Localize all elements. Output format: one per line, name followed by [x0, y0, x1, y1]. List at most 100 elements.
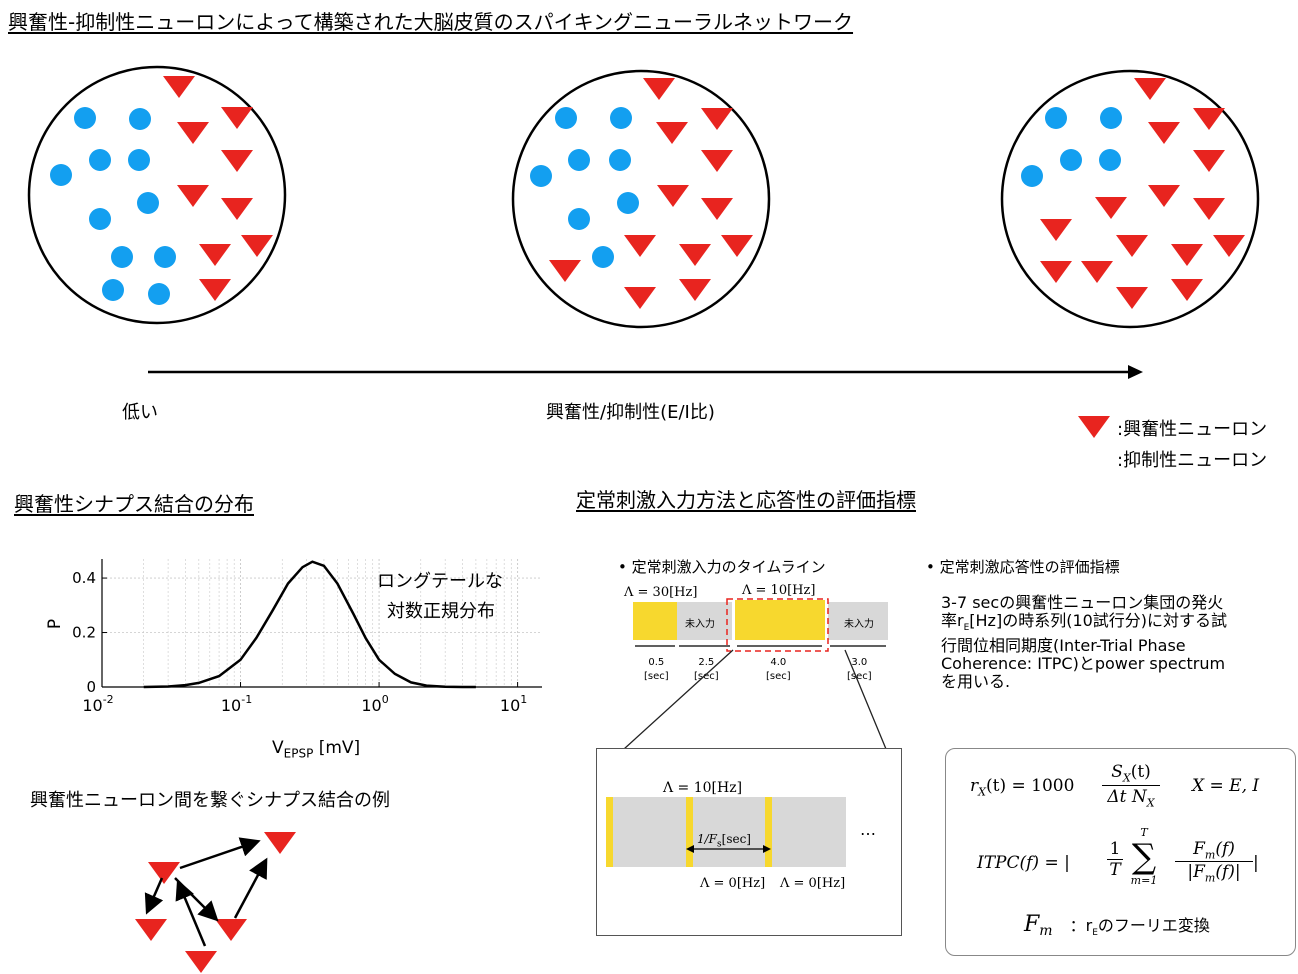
no-input-label-2: 未入力	[844, 619, 874, 630]
no-input-label-1: 未入力	[685, 619, 715, 630]
stim-10hz-block	[735, 600, 825, 640]
eval-bullet: • 定常刺激応答性の評価指標	[926, 558, 1120, 576]
duration-3-unit: [sec]	[766, 671, 791, 682]
zoom-interval-label: 1/Fs[sec]	[697, 832, 751, 849]
zoom-ellipsis: …	[860, 820, 876, 839]
x-tick-label: 101	[500, 693, 527, 715]
eval-rate-symbol: 率r	[941, 611, 964, 630]
eq1-num: S	[1111, 762, 1123, 782]
timeline-bullet: • 定常刺激入力のタイムライン	[618, 558, 826, 576]
chart-annotation-line1: ロングテールな	[377, 571, 503, 592]
eval-line-5: を用いる.	[941, 672, 1011, 692]
chart-annotation-line2: 対数正規分布	[387, 601, 495, 622]
eq2-den: |F	[1187, 862, 1205, 883]
duration-4-value: 3.0	[851, 657, 868, 668]
synapse-example-graph	[135, 832, 296, 973]
eq-fm-definition: Fm ：rEのフーリエ変換	[1024, 912, 1210, 939]
synapse-example-label: 興奮性ニューロン間を繋ぐシナプス結合の例	[30, 790, 390, 811]
duration-2-value: 2.5	[698, 657, 715, 668]
eq2-lhs: ITPC(f) = |	[977, 853, 1070, 873]
duration-1-unit: [sec]	[644, 671, 669, 682]
legend-excitatory-label: :興奮性ニューロン	[1117, 419, 1268, 440]
spike-2	[686, 797, 693, 867]
ei-ratio-arrow	[148, 365, 1143, 379]
eq1-den-sub: X	[1146, 796, 1155, 810]
eq2-num: F	[1193, 839, 1205, 859]
zoom-interval-unit: [sec]	[721, 832, 751, 846]
eval-line-4: Coherence: ITPC)とpower spectrum	[941, 654, 1226, 674]
eq2-den-sub: m	[1204, 871, 1216, 885]
legend-inhibitory-label: :抑制性ニューロン	[1117, 450, 1268, 471]
inhibitory-neurons	[50, 107, 176, 305]
spike-1	[606, 797, 613, 867]
lognormal-chart: 10-2 10-1 100 101 0 0.2 0.4	[72, 559, 542, 715]
x-tick-label: 10-1	[221, 693, 252, 715]
eq2-frac-den: T	[1109, 860, 1121, 880]
duration-1-value: 0.5	[648, 657, 665, 668]
fm-desc-pre: ：r	[1069, 916, 1093, 935]
chart-xlabel: VEPSP [mV]	[272, 738, 360, 760]
y-tick-label: 0.4	[72, 569, 96, 587]
eq2-sum-sym: ∑	[1131, 837, 1157, 877]
timeline-bar	[633, 598, 888, 652]
eq2-sum-top: T	[1140, 826, 1148, 839]
eq2-num-sub: m	[1204, 848, 1216, 862]
network-circle-mid	[511, 69, 771, 329]
eval-text: 3-7 secの興奮性ニューロン集団の発火 率rE[Hz]の時系列(10試行分)…	[941, 594, 1227, 691]
chart-xlabel-unit: [mV]	[313, 738, 361, 758]
no-input-block-1	[677, 602, 732, 640]
network-diagram	[27, 65, 1260, 438]
stim-30hz-block	[633, 602, 677, 640]
x-tick-label: 100	[361, 693, 388, 715]
eq1-den: Δt N	[1107, 787, 1147, 808]
synapse-heading: 興奮性シナプス結合の分布	[14, 492, 254, 516]
axis-low-label: 低い	[122, 402, 158, 423]
chart-y-ticks: 0 0.2 0.4	[72, 569, 107, 696]
duration-3-value: 4.0	[770, 657, 787, 668]
eval-line-3: 行間位相同期度(Inter-Trial Phase	[941, 636, 1186, 656]
zoom-dash-box	[726, 598, 829, 652]
eq1-num-sub: X	[1122, 771, 1131, 785]
eq1-lhs-sub: X	[978, 785, 986, 799]
eq2-end: |	[1253, 853, 1259, 873]
chart-xlabel-sub: EPSP	[283, 746, 314, 761]
chart-x-ticks: 10-2 10-1 100 101	[82, 682, 527, 715]
zoom-lambda0-b: Λ = 0[Hz]	[780, 876, 846, 891]
zoom-lambda10: Λ = 10[Hz]	[663, 780, 743, 796]
page-title: 興奮性-抑制性ニューロンによって構築された大脳皮質のスパイキングニューラルネット…	[8, 10, 854, 34]
y-tick-label: 0	[86, 678, 96, 696]
zoom-lines	[623, 649, 887, 750]
network-circle-low	[27, 65, 287, 325]
fm-sub: m	[1039, 923, 1053, 940]
zoom-interval-main: 1/F	[697, 832, 718, 846]
timeline-lambda30: Λ = 30[Hz]	[624, 585, 698, 600]
eq1-lhs: r	[970, 776, 979, 796]
duration-4: 3.0 [sec]	[847, 656, 872, 684]
network-circle-high	[1000, 69, 1260, 329]
eval-line-2: 率rE[Hz]の時系列(10試行分)に対する試	[941, 612, 1227, 637]
excitatory-neurons	[163, 76, 273, 301]
y-tick-label: 0.2	[72, 624, 96, 642]
eq-itpc: ITPC(f) = | 1 T T ∑ m=1 Fm(f) |Fm(f)| |	[977, 827, 1277, 903]
eq1-cond: X = E, I	[1192, 776, 1260, 796]
no-input-block-2	[828, 602, 888, 640]
eval-line-2-rest: [Hz]の時系列(10試行分)に対する試	[969, 611, 1228, 630]
timeline-lambda10: Λ = 10[Hz]	[742, 583, 816, 598]
duration-1: 0.5 [sec]	[644, 656, 669, 684]
eq2-num-arg: (f)	[1215, 839, 1235, 859]
eq1-num-arg: (t)	[1130, 762, 1151, 782]
axis-ei-label: 興奮性/抑制性(E/I比)	[546, 402, 715, 423]
eval-line-1: 3-7 secの興奮性ニューロン集団の発火	[941, 593, 1224, 612]
eq2-den-arg: (f)|	[1215, 862, 1241, 883]
zoom-spike-train	[606, 797, 846, 867]
chart-series-line	[143, 560, 476, 689]
stimulus-heading: 定常刺激入力方法と応答性の評価指標	[576, 488, 916, 512]
eq1-lhs-arg: (t) = 1000	[985, 776, 1075, 796]
eq2-sum-bot: m=1	[1130, 874, 1158, 887]
duration-4-unit: [sec]	[847, 671, 872, 682]
chart-ylabel: P	[45, 618, 66, 630]
zoom-lambda0-a: Λ = 0[Hz]	[700, 876, 766, 891]
fm-symbol: F	[1024, 912, 1040, 937]
duration-2-unit: [sec]	[694, 671, 719, 682]
zoom-interval-sub: s	[717, 839, 722, 850]
